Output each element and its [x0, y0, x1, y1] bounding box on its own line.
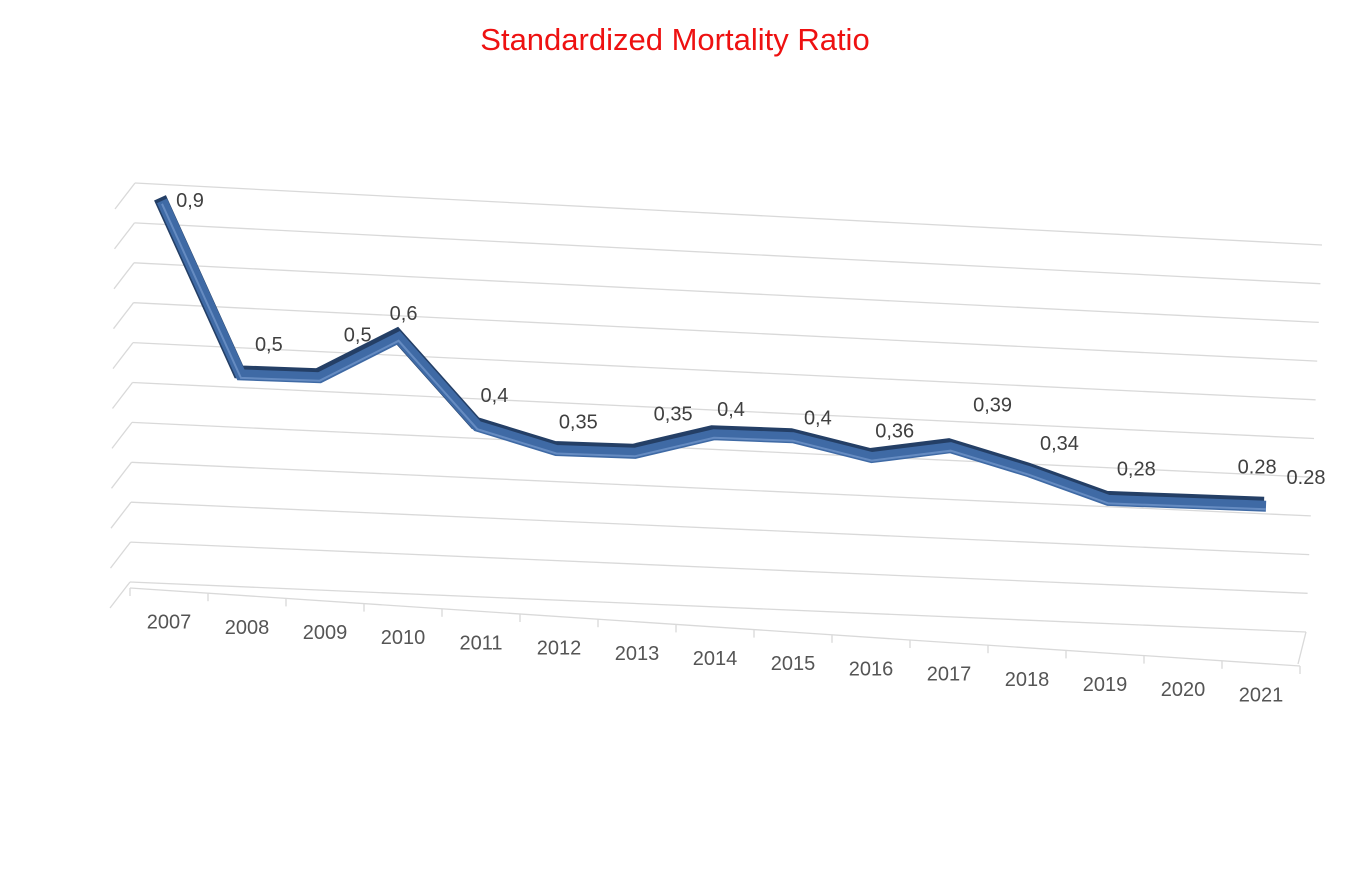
data-label: 0,9	[176, 190, 204, 212]
depth-tick-left	[109, 541, 132, 569]
gridline	[134, 182, 1323, 246]
data-label: 0,35	[654, 403, 693, 425]
x-tick-label: 2011	[459, 632, 502, 654]
x-tick-label: 2017	[927, 664, 972, 686]
chart-title: Standardized Mortality Ratio	[480, 22, 870, 57]
depth-tick-left	[111, 422, 133, 449]
x-tick-label: 2015	[771, 653, 816, 675]
x-tick-label: 2009	[303, 622, 348, 644]
data-label: 0,4	[717, 399, 745, 421]
gridline	[132, 381, 1315, 440]
data-label: 0.28	[1287, 467, 1326, 489]
series-line-highlight	[161, 203, 1267, 511]
depth-tick-left	[110, 501, 132, 529]
depth-tick-left	[113, 262, 135, 290]
gridline	[130, 501, 1310, 556]
data-labels: 0,9 0,5 0,5 0,6 0,4 0,35 0,35 0,4 0,4 0,36 0,39 0,3…	[176, 190, 1325, 489]
data-label: 0,36	[875, 421, 914, 443]
data-label: 0,28	[1117, 458, 1156, 480]
x-tick-label: 2007	[147, 612, 192, 634]
x-tick-label: 2014	[693, 648, 738, 670]
series-line	[154, 195, 1267, 512]
gridline	[131, 461, 1311, 517]
category-axis: 2007 2008 2009 2010 2011 2012 2013 2014 2015 2016…	[129, 587, 1301, 706]
data-label: 0.28	[1238, 456, 1277, 478]
x-tick-label: 2016	[849, 658, 894, 680]
data-label: 0,4	[481, 385, 509, 407]
gridline	[129, 581, 1307, 633]
data-label: 0,6	[390, 303, 418, 325]
series-line	[156, 198, 1267, 512]
gridlines	[109, 182, 1323, 665]
gridline	[130, 541, 1308, 594]
depth-tick-left	[109, 581, 131, 609]
depth-tick-right	[1297, 631, 1307, 665]
depth-tick-left	[114, 182, 136, 210]
gridline	[133, 302, 1318, 362]
gridline	[132, 341, 1316, 401]
x-tick-label: 2010	[381, 627, 426, 649]
data-label: 0,39	[973, 395, 1012, 417]
x-axis-line	[129, 587, 1301, 667]
x-tick-label: 2021	[1239, 684, 1284, 706]
data-label: 0,34	[1040, 433, 1079, 455]
x-tick-label: 2012	[537, 638, 582, 660]
depth-tick-left	[112, 302, 135, 330]
x-tick-label: 2008	[225, 617, 270, 639]
gridline	[131, 421, 1313, 478]
data-label: 0,5	[255, 334, 283, 356]
depth-tick-left	[113, 222, 136, 250]
data-label: 0,5	[344, 325, 372, 347]
depth-tick-left	[110, 461, 133, 489]
data-label: 0,4	[804, 408, 832, 430]
depth-tick-left	[112, 342, 134, 369]
x-tick-label: 2018	[1005, 669, 1050, 691]
gridline	[133, 262, 1319, 324]
data-label: 0,35	[559, 411, 598, 433]
depth-tick-left	[111, 382, 134, 409]
x-tick-label: 2020	[1161, 679, 1206, 701]
x-tick-label: 2019	[1083, 674, 1128, 696]
gridline	[134, 222, 1321, 285]
x-tick-label: 2013	[615, 643, 660, 665]
